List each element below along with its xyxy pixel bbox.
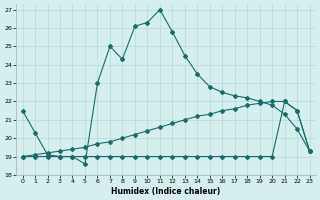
X-axis label: Humidex (Indice chaleur): Humidex (Indice chaleur) [111,187,221,196]
